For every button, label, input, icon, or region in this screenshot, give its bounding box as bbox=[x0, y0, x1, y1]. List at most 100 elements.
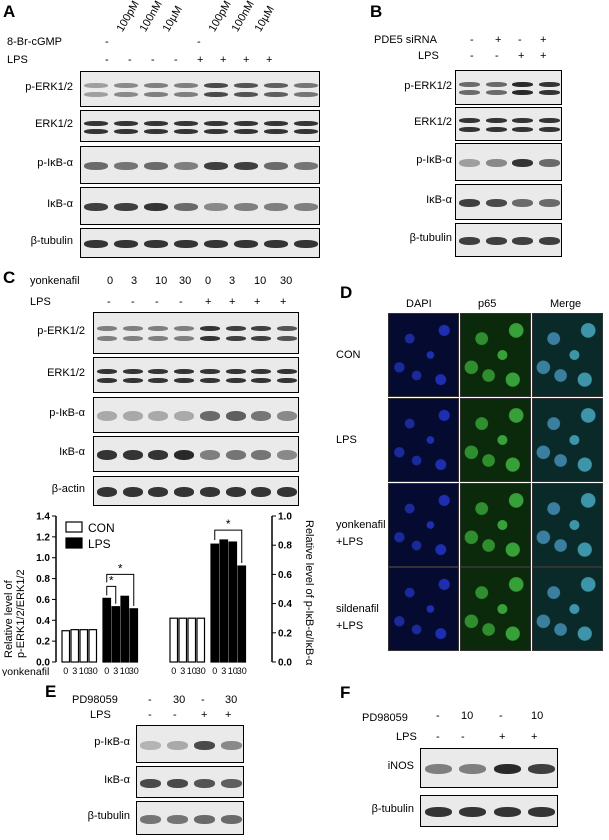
quantification-chart: 0.0 0.2 0.4 0.6 0.8 1.0 1.2 1.4 0.0 0.2 0.4 0.6 0.8 1… bbox=[2, 512, 315, 677]
band bbox=[225, 411, 246, 421]
band bbox=[485, 237, 507, 245]
b-lps-sign: + bbox=[540, 50, 547, 62]
x-lps-sign: + bbox=[221, 675, 226, 676]
micrograph-dapi bbox=[388, 567, 459, 651]
band bbox=[539, 90, 561, 96]
x-lps-sign: - bbox=[73, 675, 76, 676]
band bbox=[96, 336, 117, 342]
x-dose-label: 10 bbox=[187, 666, 197, 676]
c-lps-sign: + bbox=[229, 296, 236, 308]
x-dose-label: 10 bbox=[120, 666, 130, 676]
x-lps-sign: + bbox=[212, 675, 217, 676]
b-lps-label: LPS bbox=[418, 50, 439, 62]
band bbox=[459, 764, 487, 774]
band bbox=[174, 120, 198, 126]
bar bbox=[187, 617, 197, 663]
band bbox=[96, 450, 117, 460]
bar bbox=[210, 543, 220, 663]
e-blot bbox=[136, 801, 244, 835]
f-treatment-value: 10 bbox=[461, 710, 474, 722]
band bbox=[458, 199, 480, 207]
legend-label: CON bbox=[88, 521, 115, 535]
band bbox=[220, 740, 243, 750]
band bbox=[485, 90, 507, 96]
a-concentration: 10µM bbox=[160, 3, 185, 35]
band bbox=[485, 81, 507, 87]
band bbox=[485, 126, 507, 132]
x-dose-label: 10 bbox=[228, 666, 238, 676]
band bbox=[264, 120, 288, 126]
band bbox=[512, 81, 534, 87]
x-lps-sign: + bbox=[131, 675, 136, 676]
x-lps-sign: - bbox=[190, 675, 193, 676]
band bbox=[251, 325, 272, 331]
lps-row-label: LPS bbox=[2, 675, 22, 676]
band bbox=[199, 368, 220, 374]
b-row-label: ERK1/2 bbox=[414, 116, 452, 128]
band bbox=[294, 120, 318, 126]
band bbox=[539, 81, 561, 87]
x-lps-sign: - bbox=[172, 675, 175, 676]
c-row-label: p-ERK1/2 bbox=[37, 325, 85, 337]
band bbox=[277, 450, 298, 460]
e-row-label: p-IκB-α bbox=[94, 736, 130, 748]
x-lps-sign: - bbox=[91, 675, 94, 676]
x-row-label: yonkenafil bbox=[2, 666, 49, 676]
band bbox=[96, 368, 117, 374]
x-lps-sign: + bbox=[230, 675, 235, 676]
c-dose: 0 bbox=[205, 275, 212, 287]
band bbox=[84, 203, 108, 211]
a-blot bbox=[80, 146, 320, 184]
e-blot bbox=[136, 766, 244, 798]
band bbox=[199, 450, 220, 460]
a-concentration: 10µM bbox=[252, 3, 277, 35]
panel-label-e: E bbox=[45, 682, 57, 701]
band bbox=[485, 199, 507, 207]
a-blot bbox=[80, 110, 320, 142]
b-blot bbox=[455, 143, 562, 181]
d-row-label: CON bbox=[336, 349, 361, 361]
micrograph-merge bbox=[532, 398, 603, 482]
x-dose-label: 3 bbox=[72, 666, 77, 676]
band bbox=[193, 778, 216, 788]
band bbox=[251, 377, 272, 383]
y-tick-label-left: 0.8 bbox=[36, 574, 50, 585]
band bbox=[220, 778, 243, 788]
x-dose-label: 30 bbox=[237, 666, 247, 676]
x-lps-sign: - bbox=[181, 675, 184, 676]
band bbox=[114, 203, 138, 211]
band bbox=[114, 82, 138, 88]
band bbox=[512, 118, 534, 124]
significance-bracket bbox=[106, 585, 117, 604]
f-treatment-value: - bbox=[499, 710, 503, 722]
band bbox=[225, 377, 246, 383]
band bbox=[96, 325, 117, 331]
x-dose-label: 30 bbox=[196, 666, 206, 676]
band bbox=[96, 487, 117, 497]
panel-label-d: D bbox=[340, 283, 353, 302]
a-lps-sign: - bbox=[105, 54, 109, 66]
f-lps-sign: + bbox=[499, 731, 506, 743]
bar bbox=[178, 617, 188, 663]
band bbox=[199, 377, 220, 383]
y-tick-label-right: 0.0 bbox=[278, 658, 292, 669]
band bbox=[277, 325, 298, 331]
bar bbox=[237, 565, 247, 663]
band bbox=[144, 120, 168, 126]
bar bbox=[129, 608, 139, 663]
b-row-label: p-ERK1/2 bbox=[404, 79, 452, 92]
band bbox=[204, 240, 228, 248]
c-blot bbox=[93, 476, 299, 506]
band bbox=[84, 128, 108, 134]
e-treatment-label: PD98059 bbox=[72, 694, 118, 706]
x-lps-sign: + bbox=[113, 675, 118, 676]
d-column-label: Merge bbox=[550, 298, 582, 310]
band bbox=[144, 162, 168, 170]
bar bbox=[88, 629, 98, 663]
a-blot bbox=[80, 228, 320, 258]
band bbox=[264, 91, 288, 97]
band bbox=[234, 120, 258, 126]
band bbox=[294, 91, 318, 97]
band bbox=[144, 240, 168, 248]
band bbox=[139, 814, 162, 824]
